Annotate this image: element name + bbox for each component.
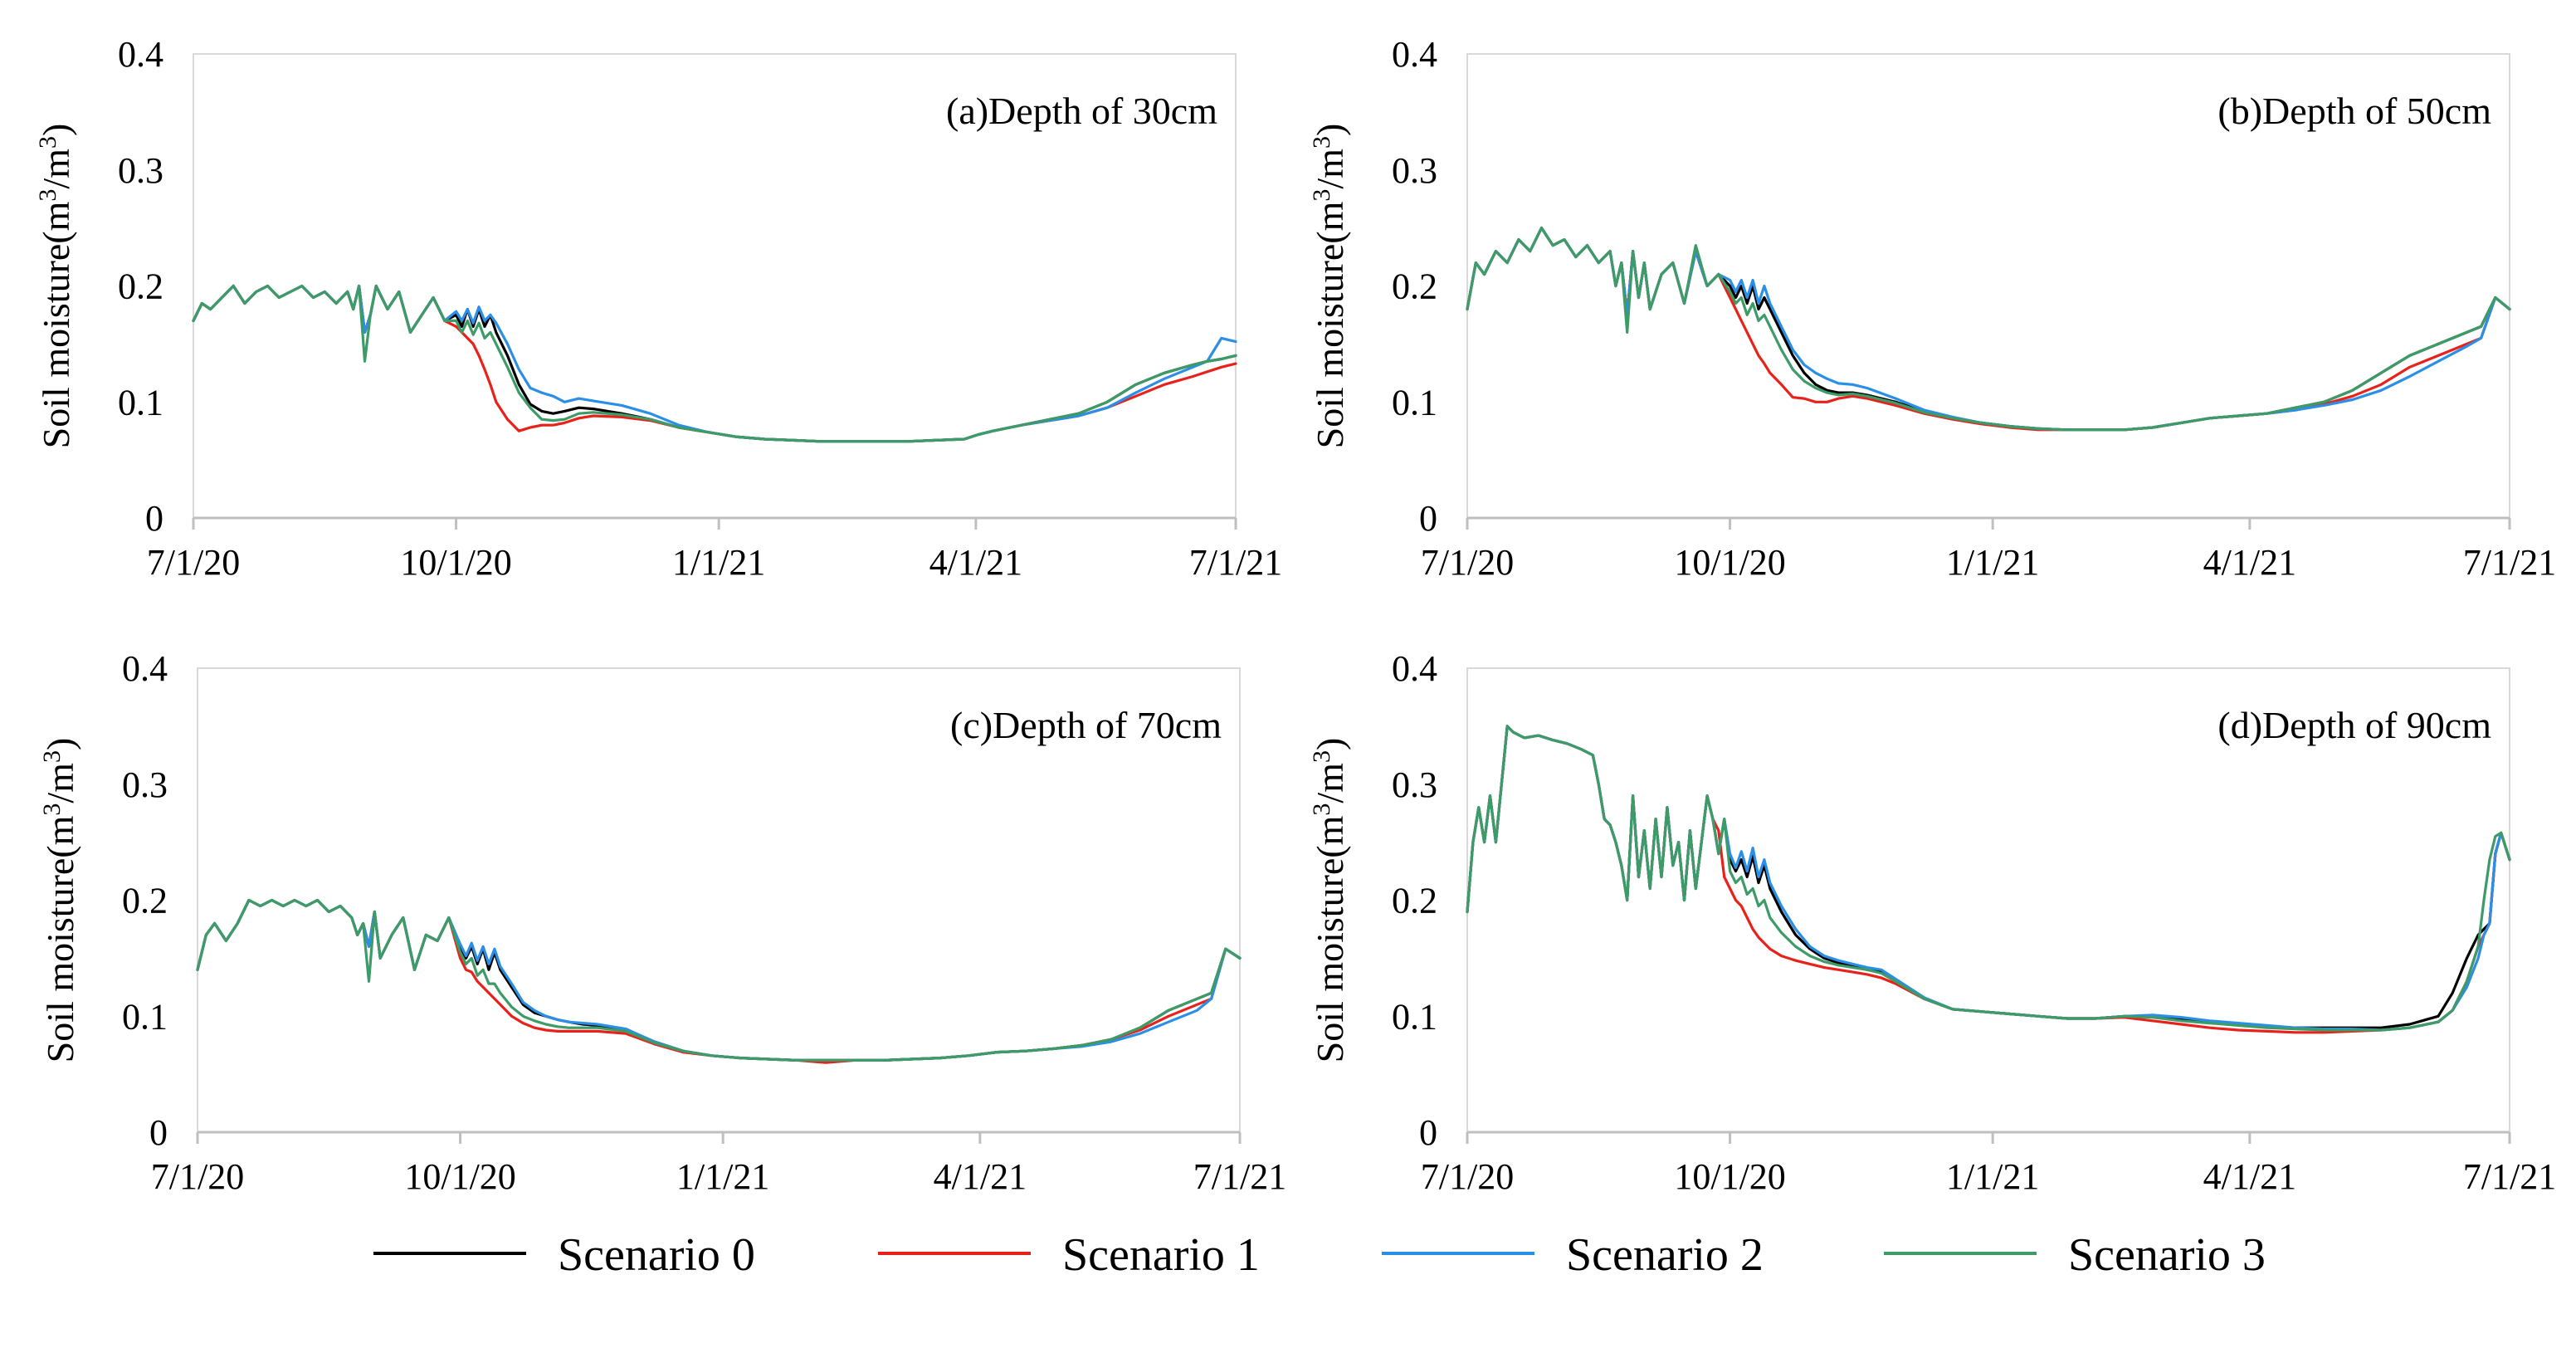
y-tick-label: 0.4: [1392, 34, 1437, 75]
x-tick-label: 1/1/21: [676, 1156, 769, 1197]
legend: Scenario 0 Scenario 1 Scenario 2 Scenario 3: [373, 1229, 2266, 1281]
x-tick-label: 7/1/20: [151, 1156, 244, 1197]
panel-title: (b)Depth of 50cm: [2217, 90, 2491, 132]
x-tick-label: 4/1/21: [929, 542, 1022, 583]
y-tick-label: 0.2: [1392, 881, 1437, 921]
x-tick-label: 7/1/21: [2463, 542, 2556, 583]
y-tick-label: 0: [149, 1112, 168, 1153]
series-line-scenario-3: [192, 284, 1237, 443]
y-tick-label: 0: [1419, 498, 1437, 539]
x-tick-label: 4/1/21: [2203, 542, 2296, 583]
y-axis-title: Soil moisture(m3/m3): [34, 124, 78, 449]
y-axis-title: Soil moisture(m3/m3): [1308, 738, 1352, 1063]
chart-panels: 0 0.1 0.2 0.3 0.4 7/1/20 10/1/20 1/1/21 4/1/21 7/…: [34, 34, 2557, 1197]
panel-c: 0 0.1 0.2 0.3 0.4 7/1/20 10/1/20 1/1/21 4/1/21 7/…: [38, 648, 1287, 1197]
y-tick-label: 0.4: [1392, 648, 1437, 689]
panel-title: (c)Depth of 70cm: [950, 704, 1222, 746]
y-tick-label: 0.2: [1392, 266, 1437, 307]
series-line-scenario-3: [196, 898, 1242, 1062]
legend-label: Scenario 3: [2068, 1229, 2266, 1281]
series-line-scenario-3: [1466, 227, 2511, 432]
legend-label: Scenario 1: [1062, 1229, 1260, 1281]
y-axis-title: Soil moisture(m3/m3): [38, 738, 82, 1063]
y-axis-title: Soil moisture(m3/m3): [1308, 124, 1352, 449]
x-tick-label: 10/1/20: [400, 542, 511, 583]
legend-item-scenario-0: Scenario 0: [373, 1229, 755, 1281]
x-tick-label: 7/1/21: [2463, 1156, 2556, 1197]
y-tick-label: 0.3: [118, 150, 163, 191]
panel-a: 0 0.1 0.2 0.3 0.4 7/1/20 10/1/20 1/1/21 4/1/21 7/…: [34, 34, 1283, 583]
x-tick-label: 10/1/20: [1674, 542, 1785, 583]
x-tick-label: 1/1/21: [1946, 1156, 2039, 1197]
y-tick-label: 0.4: [122, 648, 168, 689]
x-tick-label: 7/1/20: [147, 542, 240, 583]
y-tick-label: 0.2: [118, 266, 163, 307]
x-tick-label: 1/1/21: [672, 542, 765, 583]
x-tick-label: 7/1/20: [1421, 542, 1514, 583]
y-tick-label: 0.4: [118, 34, 163, 75]
x-tick-label: 7/1/21: [1193, 1156, 1286, 1197]
legend-label: Scenario 0: [558, 1229, 755, 1281]
legend-item-scenario-3: Scenario 3: [1884, 1229, 2266, 1281]
y-tick-label: 0.2: [122, 881, 168, 921]
y-tick-label: 0.3: [1392, 150, 1437, 191]
legend-item-scenario-1: Scenario 1: [878, 1229, 1260, 1281]
y-tick-label: 0.1: [118, 382, 163, 422]
x-tick-label: 4/1/21: [2203, 1156, 2296, 1197]
y-tick-label: 0.3: [122, 764, 168, 805]
legend-item-scenario-2: Scenario 2: [1382, 1229, 1764, 1281]
panel-d: 0 0.1 0.2 0.3 0.4 7/1/20 10/1/20 1/1/21 4/1/21 7/…: [1308, 648, 2557, 1197]
y-tick-label: 0: [145, 498, 163, 539]
x-tick-label: 7/1/20: [1421, 1156, 1514, 1197]
legend-label: Scenario 2: [1566, 1229, 1764, 1281]
x-tick-label: 4/1/21: [934, 1156, 1027, 1197]
y-tick-label: 0.3: [1392, 764, 1437, 805]
y-tick-label: 0.1: [1392, 996, 1437, 1037]
panel-title: (a)Depth of 30cm: [946, 90, 1217, 132]
series-line-scenario-3: [1466, 725, 2511, 1032]
x-tick-label: 1/1/21: [1946, 542, 2039, 583]
x-tick-label: 10/1/20: [1674, 1156, 1785, 1197]
x-tick-label: 7/1/21: [1189, 542, 1282, 583]
y-tick-label: 0.1: [122, 996, 168, 1037]
panel-b: 0 0.1 0.2 0.3 0.4 7/1/20 10/1/20 1/1/21 4/1/21 7/…: [1308, 34, 2557, 583]
x-tick-label: 10/1/20: [404, 1156, 515, 1197]
panel-title: (d)Depth of 90cm: [2217, 704, 2491, 746]
y-tick-label: 0.1: [1392, 382, 1437, 422]
y-tick-label: 0: [1419, 1112, 1437, 1153]
